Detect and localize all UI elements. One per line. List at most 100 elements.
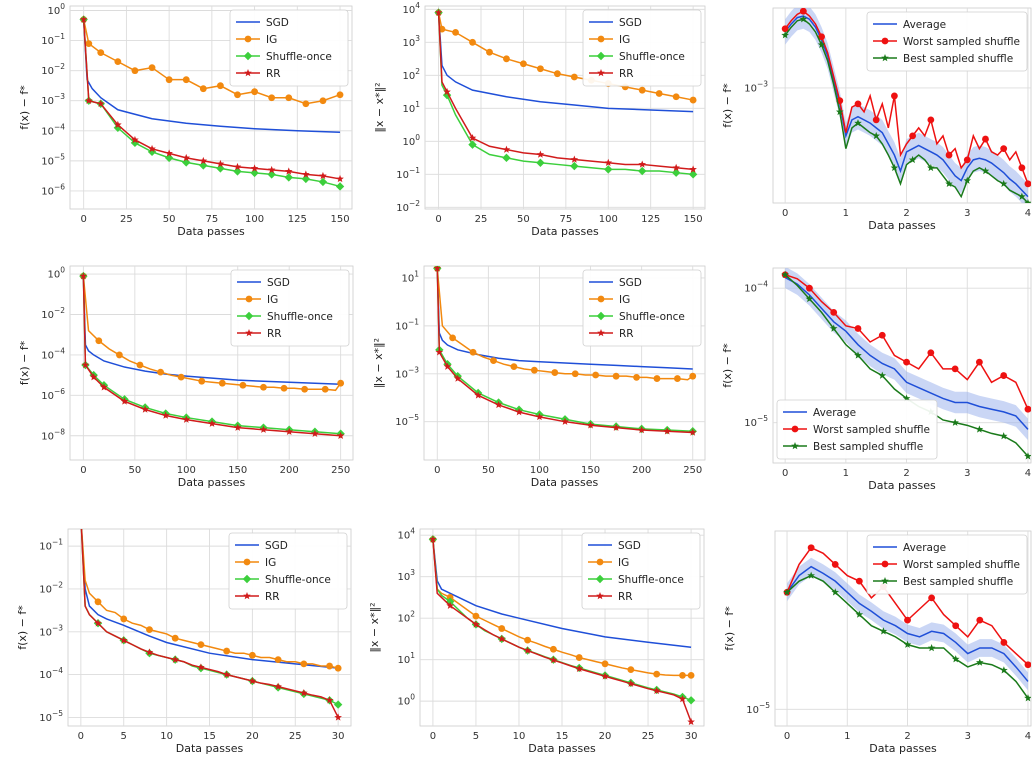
legend-label: Average (903, 542, 946, 554)
data-point (535, 412, 544, 421)
data-point (494, 400, 503, 409)
x-tick-label: 30 (332, 731, 345, 742)
y-tick-label: 10−4 (41, 346, 65, 361)
data-point (854, 325, 862, 332)
legend-box (228, 532, 348, 610)
data-point (570, 73, 578, 81)
data-point (336, 431, 345, 439)
series-worst-sampled-shuffle (781, 8, 1031, 188)
data-point (248, 677, 257, 685)
data-point (217, 82, 224, 90)
series-line (82, 19, 341, 134)
data-point (903, 640, 912, 648)
y-tick-label: 100 (402, 133, 420, 148)
chart-8: 0 5 10 15 20 25 30 104 103 102 101 100 Data passes ‖x… (368, 527, 705, 755)
legend-marker (881, 560, 889, 568)
series-sgd (436, 268, 693, 370)
data-point (520, 60, 527, 68)
data-point (233, 162, 242, 171)
data-point (130, 138, 140, 148)
legend-box (582, 9, 702, 87)
legend-label: SGD (265, 540, 288, 552)
data-point (653, 670, 661, 678)
data-point (570, 155, 579, 163)
x-tick-label: 4 (1025, 731, 1031, 742)
data-point (260, 383, 267, 391)
legend-marker (244, 35, 252, 43)
legend-label: Worst sampled shuffle (903, 36, 1020, 48)
chart-6: 0 1 2 3 4 10−4 10−5 Data passes f(x) − f* Average… (721, 267, 1032, 492)
legend: SGD IG Shuffle-once RR (582, 9, 702, 87)
legend-label: Shuffle-once (265, 574, 331, 586)
data-point (497, 634, 506, 643)
data-point (334, 664, 342, 672)
data-point (781, 270, 789, 278)
series-line (80, 529, 339, 718)
x-axis-label: Data passes (868, 479, 936, 492)
data-point (197, 641, 205, 649)
data-point (199, 85, 207, 93)
series-ig (80, 16, 344, 108)
data-point (638, 160, 647, 168)
data-point (325, 696, 334, 704)
data-point (1000, 372, 1008, 379)
legend-marker (243, 592, 251, 600)
data-point (446, 601, 454, 609)
x-tick-label: 50 (163, 214, 176, 225)
data-point (1000, 666, 1008, 674)
data-point (524, 636, 531, 644)
data-point (982, 135, 989, 143)
x-axis-label: Data passes (531, 476, 599, 489)
data-point (79, 272, 88, 280)
x-axis-label: Data passes (176, 742, 244, 755)
data-point (831, 561, 839, 568)
x-tick-label: 200 (632, 465, 651, 476)
data-point (94, 598, 102, 606)
legend: SGD IG Shuffle-once RR (582, 269, 702, 347)
data-point (976, 658, 984, 666)
y-tick-label: 10−5 (41, 152, 65, 167)
y-tick-label: 101 (397, 651, 415, 666)
legend-label: IG (618, 557, 629, 569)
legend-label: Shuffle-once (266, 51, 332, 63)
data-point (300, 660, 308, 668)
y-axis-label: f(x) − f* (723, 606, 736, 651)
data-point (119, 636, 128, 644)
series-rr (77, 512, 342, 721)
data-point (280, 384, 288, 392)
x-tick-label: 2 (904, 731, 910, 742)
data-point (434, 8, 443, 16)
data-point (638, 86, 646, 94)
data-point (1018, 164, 1026, 172)
data-point (523, 646, 532, 654)
legend-label: Best sampled shuffle (903, 53, 1013, 65)
data-point (637, 426, 646, 434)
y-axis-label: ‖x − x*‖² (372, 338, 385, 388)
x-tick-label: 25 (120, 214, 133, 225)
data-point (653, 375, 661, 382)
x-tick-label: 2 (903, 468, 909, 479)
series-average (784, 276, 1029, 430)
data-point (114, 58, 122, 66)
series-line (786, 565, 1029, 682)
data-point (807, 544, 815, 552)
legend-marker (243, 51, 253, 61)
x-tick-label: 50 (482, 465, 495, 476)
x-tick-label: 25 (289, 731, 302, 742)
y-tick-label: 10−6 (41, 182, 65, 197)
legend-marker (596, 311, 606, 321)
legend-label: RR (618, 591, 633, 603)
data-point (872, 131, 880, 140)
series-line (432, 539, 692, 677)
data-point (216, 159, 225, 168)
data-point (120, 615, 128, 623)
data-point (77, 512, 85, 519)
data-point (503, 55, 510, 63)
series-rr (79, 15, 344, 183)
data-point (285, 94, 293, 102)
series-sgd (80, 529, 339, 669)
series-line (784, 10, 1029, 185)
legend-label: Average (903, 19, 946, 31)
legend-marker (881, 577, 889, 585)
legend-marker (242, 574, 252, 584)
